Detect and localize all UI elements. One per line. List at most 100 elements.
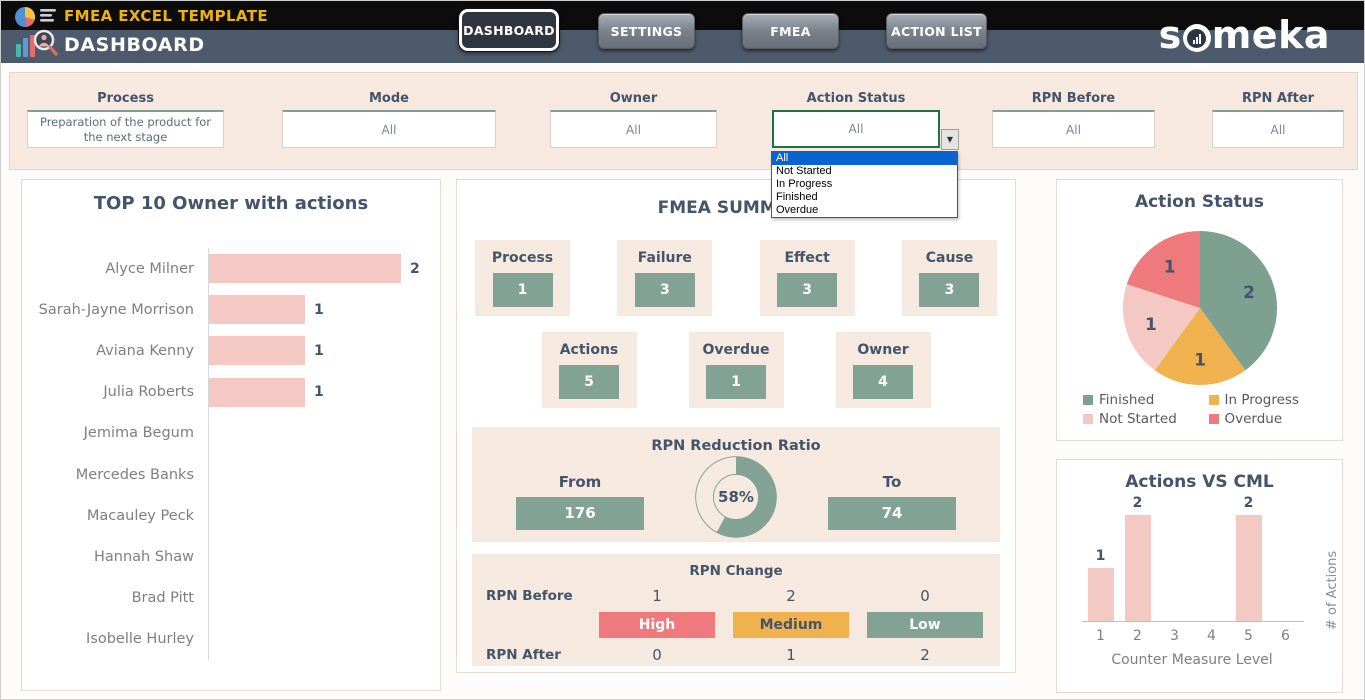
filter-rpn-after: RPN After All: [1212, 91, 1344, 148]
rpn-change-grid: RPN Before 1 2 0 High Medium Low RPN After 0 1 2: [480, 584, 992, 668]
summary-card-value: 5: [559, 364, 619, 399]
pie-value-label: 1: [1145, 315, 1157, 335]
filter-process-value[interactable]: Preparation of the product for the next …: [27, 110, 224, 148]
summary-card: Actions 5: [541, 332, 637, 408]
cml-y-axis-label: # of Actions: [1325, 550, 1340, 630]
filter-owner: Owner All: [550, 91, 717, 148]
rpn-before-value: 0: [920, 587, 930, 605]
summary-card: Effect 3: [759, 240, 855, 316]
rpn-from: From 176: [472, 473, 688, 530]
rpn-to-label: To: [882, 472, 902, 491]
owner-bar-area: [208, 536, 428, 578]
filter-action-status-value[interactable]: All: [772, 110, 940, 148]
filter-process-label: Process: [97, 91, 154, 106]
summary-card-label: Effect: [784, 249, 830, 266]
filter-rpn-after-value[interactable]: All: [1212, 110, 1344, 148]
nav-fmea-button[interactable]: FMEA: [742, 13, 839, 49]
summary-card-label: Cause: [925, 249, 974, 266]
legend-label: Finished: [1099, 392, 1155, 408]
summary-cards-row2: Actions 5 Overdue 1 Owner 4: [457, 332, 1015, 408]
brand-prefix: s: [1158, 13, 1182, 57]
summary-card-value: 3: [634, 272, 695, 307]
filter-mode-value[interactable]: All: [282, 110, 496, 148]
cml-bar-slot: 2: [1230, 495, 1267, 621]
cml-bar-slot: 1: [1082, 504, 1119, 621]
cml-bar-slot: [1267, 504, 1304, 621]
owner-bar-area: [208, 453, 428, 496]
owner-bar-value: 1: [314, 342, 324, 359]
cml-x-tick: 6: [1281, 628, 1290, 644]
owner-label: Alyce Milner: [105, 260, 194, 277]
action-status-dropdown: All Not Started In Progress Finished Overdue: [771, 151, 958, 218]
dropdown-option[interactable]: In Progress: [776, 178, 833, 190]
dropdown-option[interactable]: Finished: [776, 191, 818, 203]
owner-bar-area: [208, 412, 428, 454]
summary-card-value: 3: [919, 272, 980, 307]
summary-card: Cause 3: [901, 240, 997, 316]
table-row: Julia Roberts 1: [36, 371, 428, 413]
owner-bar-value: 2: [410, 260, 420, 277]
summary-card: Failure 3: [617, 240, 713, 316]
table-row: Aviana Kenny 1: [36, 330, 428, 372]
table-row: Brad Pitt: [36, 577, 428, 619]
dropdown-arrow-button[interactable]: ▼: [941, 129, 959, 150]
summary-card-label: Failure: [637, 249, 692, 266]
summary-card-label: Actions: [559, 341, 619, 358]
rpn-band-medium: Medium: [732, 612, 850, 638]
dropdown-option[interactable]: All: [772, 152, 957, 165]
filter-rpn-before-label: RPN Before: [1031, 91, 1116, 106]
rpn-reduction-box: RPN Reduction Ratio From 176 58% To 7: [472, 427, 1000, 542]
rpn-band-low: Low: [866, 612, 984, 638]
dropdown-option[interactable]: Not Started: [776, 165, 832, 177]
rpn-reduction-percent: 58%: [718, 488, 754, 506]
dropdown-option[interactable]: Overdue: [776, 204, 819, 216]
cml-bar-slot: [1193, 504, 1230, 621]
owner-bar-area: 1: [208, 289, 428, 331]
donut-chart: [695, 456, 777, 538]
legend-label: Not Started: [1099, 411, 1177, 427]
rpn-from-value: 176: [516, 496, 644, 530]
filter-owner-value[interactable]: All: [550, 110, 717, 148]
cml-x-tick: 1: [1096, 628, 1105, 644]
owner-label: Julia Roberts: [103, 384, 194, 401]
rpn-after-value: 2: [920, 646, 930, 664]
brand-o-chart-icon: [1182, 24, 1211, 52]
rpn-before-value: 1: [652, 587, 662, 605]
table-row: Alyce Milner 2: [36, 248, 428, 290]
rpn-from-label: From: [558, 472, 602, 491]
actions-cml-title: Actions VS CML: [1125, 472, 1274, 492]
top10-title: TOP 10 Owner with actions: [93, 193, 369, 214]
filter-process: Process Preparation of the product for t…: [27, 91, 224, 148]
owner-bar-value: 1: [314, 301, 324, 318]
nav-action-list-button[interactable]: ACTION LIST: [886, 13, 987, 49]
rpn-after-value: 0: [652, 646, 662, 664]
app-logo-icon: [15, 6, 58, 57]
cml-bar-value: 1: [1095, 548, 1106, 564]
legend-item-in-progress: In Progress: [1208, 392, 1335, 408]
pie-value-label: 2: [1243, 283, 1255, 303]
pie-slice-in-progress: [1154, 308, 1246, 386]
owner-label: Mercedes Banks: [75, 466, 194, 483]
actions-cml-panel: Actions VS CML 1 2 2 1 2 3 4 5 6 Counter Measur…: [1056, 459, 1343, 693]
cml-bar: [1087, 568, 1114, 621]
filter-action-status: Action Status All: [772, 91, 940, 148]
filter-rpn-before-value[interactable]: All: [992, 110, 1155, 148]
rpn-change-title: RPN Change: [689, 563, 783, 579]
action-status-legend: Finished In Progress Not Started Overdue: [1083, 392, 1334, 427]
summary-card: Process 1: [475, 240, 570, 316]
legend-swatch-icon: [1208, 414, 1219, 424]
nav-settings-button[interactable]: SETTINGS: [598, 13, 695, 49]
cml-x-tick: 3: [1170, 628, 1179, 644]
legend-swatch-icon: [1208, 395, 1219, 405]
owner-bar-area: 2: [208, 248, 428, 290]
table-row: Hannah Shaw: [36, 536, 428, 578]
rpn-after-label: RPN After: [486, 647, 561, 663]
nav-dashboard-button[interactable]: DASHBOARD: [459, 9, 559, 51]
owner-bar-area: 1: [208, 330, 428, 372]
filter-mode-label: Mode: [369, 91, 409, 106]
action-status-title: Action Status: [1134, 192, 1265, 212]
legend-label: In Progress: [1224, 392, 1299, 408]
filter-bar: Process Preparation of the product for t…: [9, 72, 1358, 170]
summary-panel: FMEA SUMMARY Process 1 Failure 3 Effect 3 Caus…: [456, 179, 1016, 673]
